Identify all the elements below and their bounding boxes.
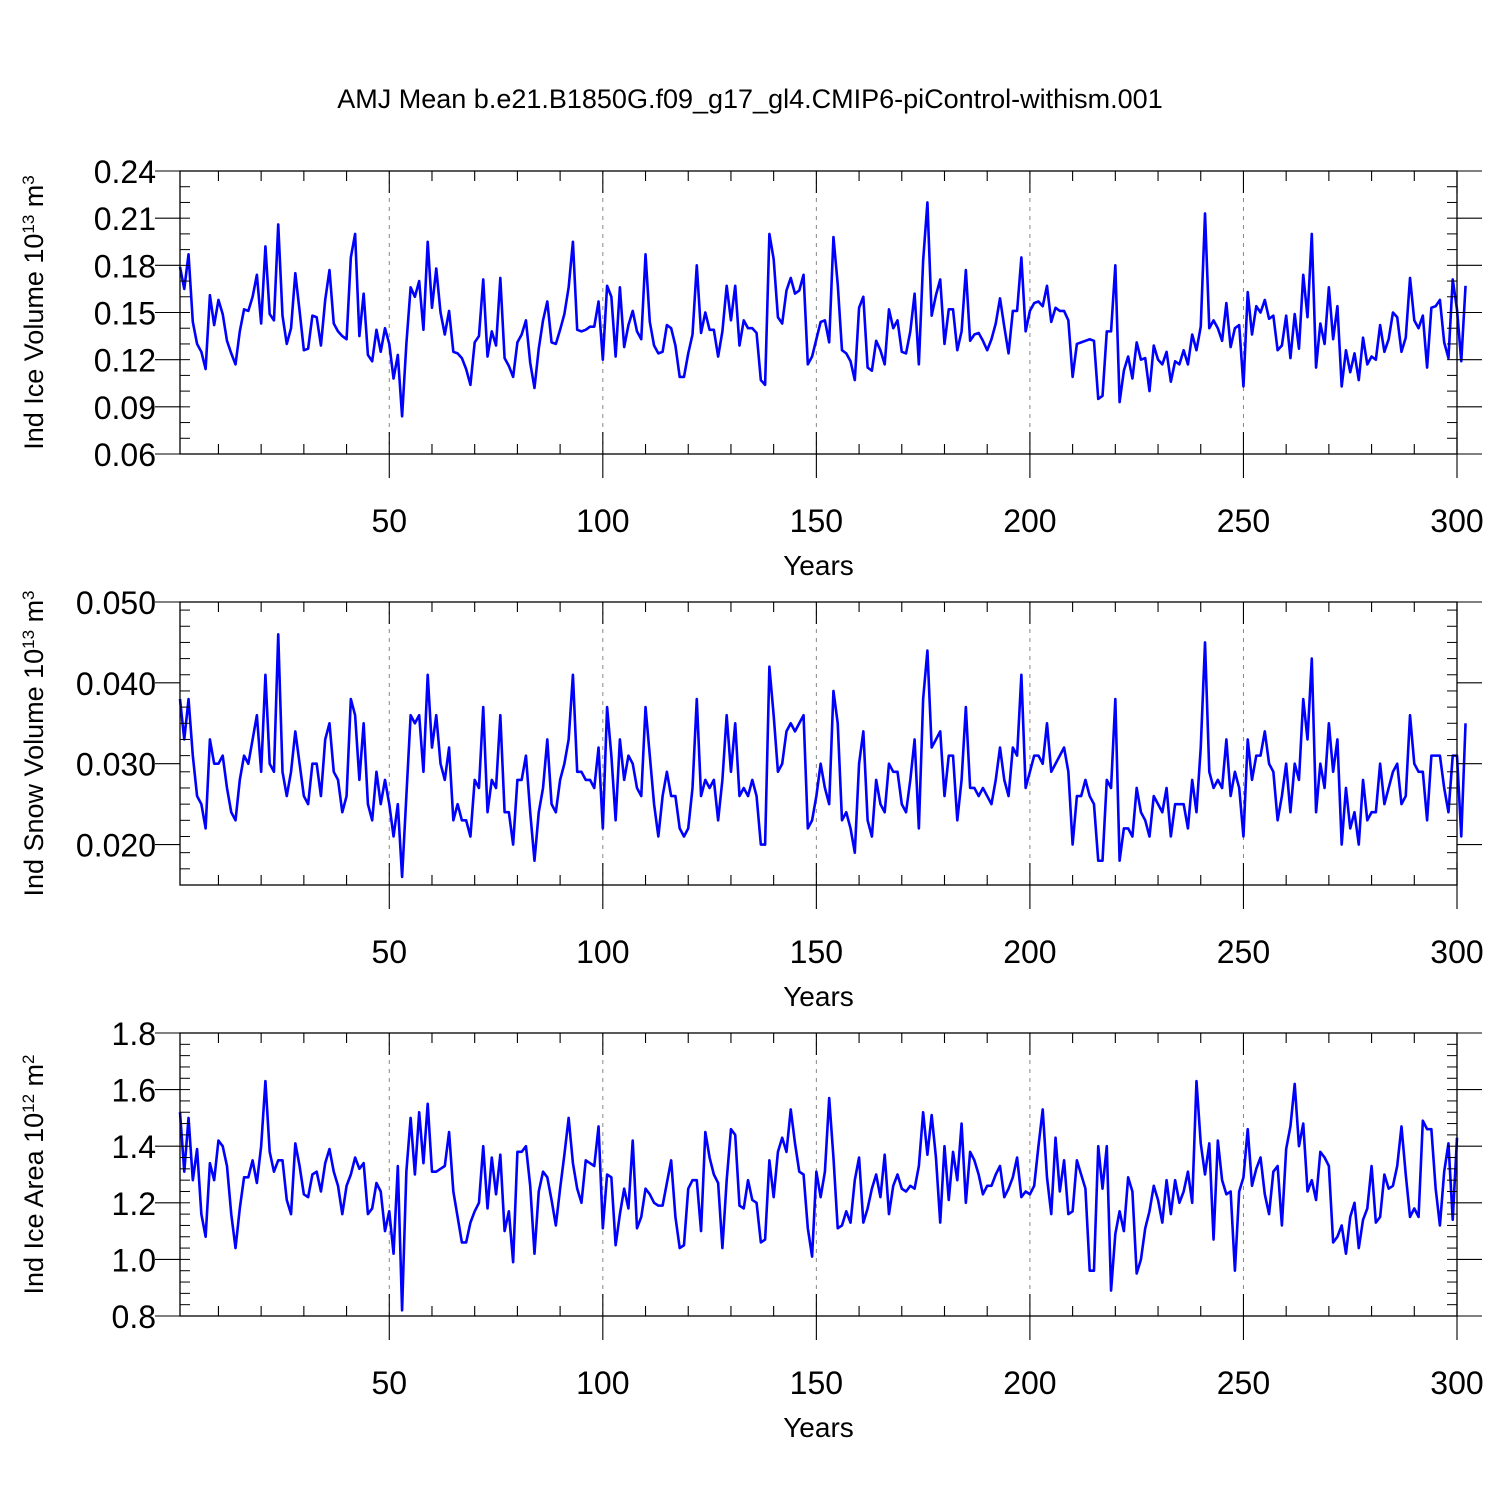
series-line xyxy=(178,201,1467,418)
y-axis-label-superscript: 12 xyxy=(19,1094,38,1113)
plot-frame xyxy=(179,170,1458,455)
x-axis-label: Years xyxy=(783,981,854,1012)
y-tick-label: 1.6 xyxy=(112,1073,156,1109)
y-axis-label: Ind Snow Volume 1013 m3 xyxy=(19,590,50,896)
x-tick-label: 250 xyxy=(1217,503,1270,539)
y-tick-label: 0.09 xyxy=(94,390,156,426)
plot-frame xyxy=(179,1032,1458,1317)
x-tick-label: 250 xyxy=(1217,934,1270,970)
y-axis-label-part: m xyxy=(19,600,49,630)
y-axis-label-part: m xyxy=(19,1064,49,1094)
y-tick-label: 1.4 xyxy=(112,1129,156,1165)
y-axis-label-superscript: 13 xyxy=(19,215,38,234)
x-tick-label: 300 xyxy=(1430,503,1483,539)
y-tick-label: 0.040 xyxy=(76,666,156,702)
series-line xyxy=(178,1079,1459,1312)
y-tick-label: 1.2 xyxy=(112,1186,156,1222)
x-tick-label: 200 xyxy=(1003,503,1056,539)
y-tick-label: 0.020 xyxy=(76,828,156,864)
y-tick-label: 0.21 xyxy=(94,201,156,237)
x-tick-label: 50 xyxy=(371,1365,407,1401)
y-axis-label-part: Ind Snow Volume 10 xyxy=(19,649,49,897)
y-axis-label-part: m xyxy=(19,185,49,215)
x-tick-label: 100 xyxy=(576,934,629,970)
y-axis-label-part: Ind Ice Volume 10 xyxy=(19,234,49,450)
y-tick-label: 0.06 xyxy=(94,437,156,473)
x-tick-label: 150 xyxy=(790,503,843,539)
series-line xyxy=(178,633,1467,879)
figure-title: AMJ Mean b.e21.B1850G.f09_g17_gl4.CMIP6-… xyxy=(337,84,1162,114)
panel-snow-volume: 0.020 0.030 0.040 0.050 50 100 150 200 250 300 Yea… xyxy=(19,585,1484,1012)
x-tick-label: 100 xyxy=(576,503,629,539)
panel-ice-volume: 0.06 0.09 0.12 0.15 0.18 0.21 0.24 50 100 150 200 2… xyxy=(19,154,1484,581)
x-tick-label: 300 xyxy=(1430,934,1483,970)
plot-frame xyxy=(179,601,1458,886)
x-tick-label: 50 xyxy=(371,934,407,970)
y-axis-label-superscript: 3 xyxy=(19,590,38,599)
x-axis-label: Years xyxy=(783,1412,854,1443)
x-tick-label: 250 xyxy=(1217,1365,1270,1401)
y-axis-label-superscript: 3 xyxy=(19,175,38,184)
y-axis-label-part: Ind Ice Area 10 xyxy=(19,1113,49,1295)
y-axis-label: Ind Ice Volume 1013 m3 xyxy=(19,175,50,450)
y-tick-label: 0.050 xyxy=(76,585,156,621)
panel-ice-area: 0.8 1.0 1.2 1.4 1.6 1.8 50 100 150 200 250 300 Years… xyxy=(19,1016,1484,1443)
y-tick-label: 1.0 xyxy=(112,1242,156,1278)
x-tick-label: 300 xyxy=(1430,1365,1483,1401)
x-tick-label: 200 xyxy=(1003,934,1056,970)
y-axis-label-superscript: 2 xyxy=(19,1054,38,1063)
y-tick-label: 0.24 xyxy=(94,154,156,190)
y-axis-label: Ind Ice Area 1012 m2 xyxy=(19,1054,50,1294)
x-axis-label: Years xyxy=(783,550,854,581)
x-tick-label: 150 xyxy=(790,1365,843,1401)
x-tick-label: 100 xyxy=(576,1365,629,1401)
y-axis-label-superscript: 13 xyxy=(19,630,38,649)
x-tick-label: 50 xyxy=(371,503,407,539)
y-tick-label: 1.8 xyxy=(112,1016,156,1052)
y-tick-label: 0.12 xyxy=(94,343,156,379)
y-tick-label: 0.15 xyxy=(94,296,156,332)
x-tick-label: 150 xyxy=(790,934,843,970)
x-tick-label: 200 xyxy=(1003,1365,1056,1401)
y-tick-label: 0.8 xyxy=(112,1299,156,1335)
y-tick-label: 0.030 xyxy=(76,747,156,783)
y-tick-label: 0.18 xyxy=(94,248,156,284)
panels: 0.06 0.09 0.12 0.15 0.18 0.21 0.24 50 100 150 200 2… xyxy=(19,154,1484,1443)
